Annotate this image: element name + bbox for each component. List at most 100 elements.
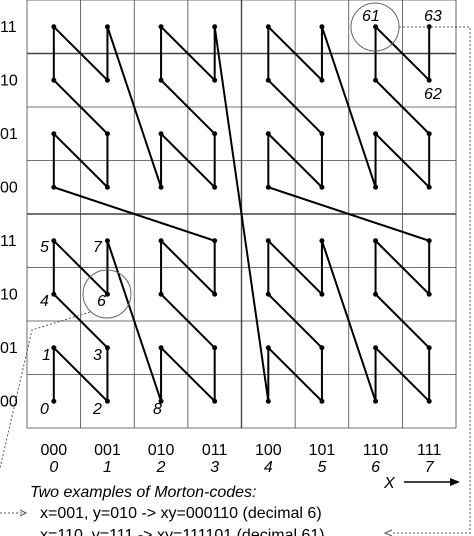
curve-point	[212, 77, 218, 83]
curve-path	[52, 24, 431, 404]
point-label: 3	[93, 347, 102, 364]
column-number: 1	[103, 459, 112, 476]
curve-point	[212, 398, 218, 404]
curve-point	[426, 291, 432, 297]
curve-point	[426, 184, 432, 190]
column-number: 3	[210, 459, 219, 476]
grid	[26, 0, 457, 429]
curve-point	[51, 184, 57, 190]
curve-point	[426, 77, 432, 83]
row-label: 11	[0, 233, 17, 250]
row-label: 01	[0, 126, 18, 143]
curve-point	[212, 291, 218, 297]
curve-point	[265, 131, 271, 137]
curve-point	[212, 184, 218, 190]
curve-point	[373, 238, 379, 244]
curve-point	[426, 398, 432, 404]
caption-line: x=110, y=111 -> xy=111101 (decimal 61)	[40, 527, 325, 536]
point-label: 8	[153, 401, 162, 418]
curve-point	[373, 77, 379, 83]
curve-point	[158, 24, 164, 30]
curve-point	[373, 184, 379, 190]
curve-point	[51, 131, 57, 137]
curve-point	[212, 238, 218, 244]
curve-point	[373, 345, 379, 351]
curve-point	[104, 184, 110, 190]
curve-point	[51, 238, 57, 244]
point-label: 0	[40, 401, 49, 418]
curve-point	[158, 291, 164, 297]
x-arrow-head	[450, 478, 460, 486]
curve-point	[265, 24, 271, 30]
pointer-line	[392, 26, 471, 534]
curve-point	[373, 131, 379, 137]
curve-point	[319, 131, 325, 137]
curve-point	[265, 345, 271, 351]
curve-point	[158, 398, 164, 404]
curve-point	[319, 345, 325, 351]
point-label: 4	[40, 293, 49, 310]
curve-point	[51, 398, 57, 404]
curve-point	[51, 77, 57, 83]
point-label: 7	[93, 239, 103, 256]
column-label: 111	[417, 442, 441, 459]
curve-point	[319, 24, 325, 30]
pointer-arrow	[383, 529, 393, 536]
pointer-line	[0, 311, 91, 469]
column-number: 0	[49, 459, 58, 476]
curve-point	[51, 24, 57, 30]
point-label: 6	[97, 293, 106, 310]
point-label: 61	[362, 8, 380, 25]
curve-point	[373, 24, 379, 30]
curve-point	[158, 77, 164, 83]
point-label: 63	[424, 8, 442, 25]
caption-title: Two examples of Morton-codes:	[30, 484, 256, 501]
row-label: 10	[0, 72, 18, 89]
curve-point	[426, 131, 432, 137]
row-label: 01	[0, 340, 18, 357]
point-label: 5	[40, 239, 49, 256]
curve-point	[212, 131, 218, 137]
curve-point	[319, 398, 325, 404]
curve-point	[104, 131, 110, 137]
curve-point	[104, 291, 110, 297]
row-label: 11	[0, 19, 17, 36]
curve-point	[158, 345, 164, 351]
column-label: 000	[40, 442, 67, 459]
axis-label: X	[383, 475, 396, 492]
curve-point	[51, 345, 57, 351]
column-number: 2	[156, 459, 166, 476]
column-number: 7	[425, 459, 435, 476]
column-label: 110	[363, 442, 389, 459]
curve-point	[158, 131, 164, 137]
column-label: 100	[255, 442, 282, 459]
curve-point	[319, 291, 325, 297]
column-label: 001	[94, 442, 121, 459]
point-label: 62	[424, 86, 442, 103]
curve-point	[373, 291, 379, 297]
column-number: 6	[371, 459, 380, 476]
curve-point	[158, 238, 164, 244]
curve-point	[212, 345, 218, 351]
curve-point	[104, 345, 110, 351]
caption-line: x=001, y=010 -> xy=000110 (decimal 6)	[40, 505, 322, 522]
curve-point	[265, 398, 271, 404]
curve-point	[426, 24, 432, 30]
curve-point	[104, 398, 110, 404]
curve-point	[373, 398, 379, 404]
labels: 1110010011100100000000110102011310041015…	[0, 8, 442, 476]
curve-point	[319, 77, 325, 83]
curve-point	[265, 291, 271, 297]
column-label: 010	[148, 442, 175, 459]
highlight-circle	[82, 269, 132, 319]
curve-point	[51, 291, 57, 297]
curve-point	[426, 238, 432, 244]
z-curve	[51, 24, 432, 404]
point-label: 1	[42, 347, 51, 364]
curve-point	[319, 238, 325, 244]
curve-point	[104, 77, 110, 83]
column-label: 101	[309, 442, 336, 459]
curve-point	[104, 24, 110, 30]
curve-point	[104, 238, 110, 244]
pointer-arrow	[19, 509, 28, 517]
